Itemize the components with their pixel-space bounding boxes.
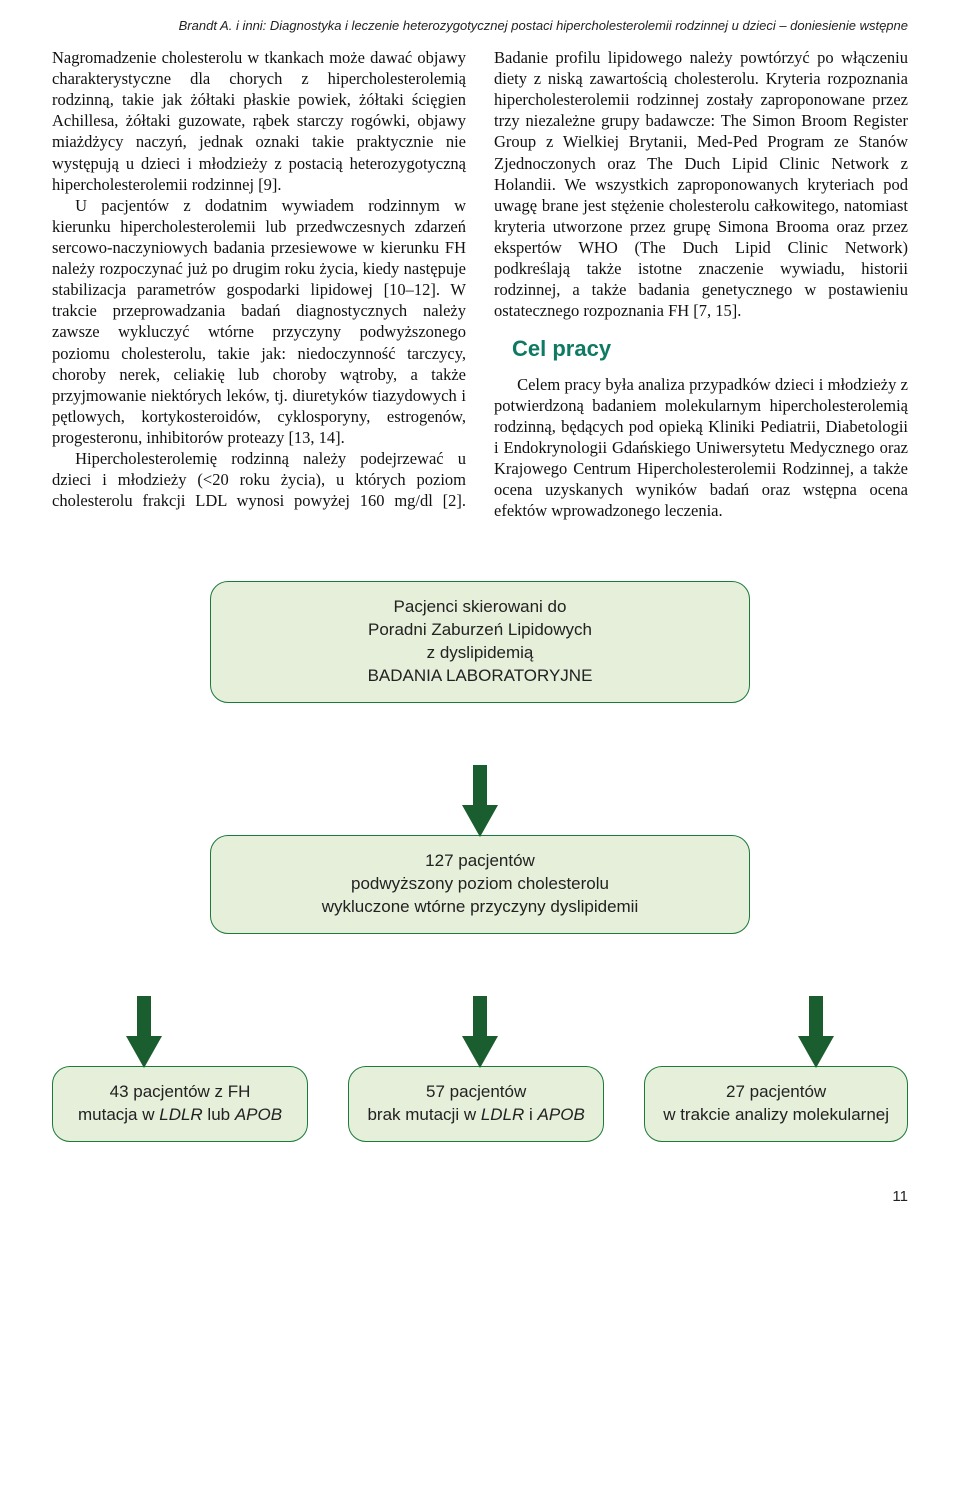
- section-title-cel-pracy: Cel pracy: [512, 335, 908, 363]
- arrow-down-icon: [798, 1036, 834, 1068]
- flow-leaf1-l2d: APOB: [235, 1105, 282, 1124]
- flow-leaf1-l2b: LDLR: [159, 1105, 202, 1124]
- flow-node-mid: 127 pacjentów podwyższony poziom cholest…: [210, 835, 750, 934]
- flow-leaf2-l2a: brak mutacji w: [367, 1105, 480, 1124]
- flow-mid-l3: wykluczone wtórne przyczyny dyslipidemii: [245, 896, 715, 919]
- para-2: U pacjentów z dodatnim wywiadem rodzinny…: [52, 195, 466, 448]
- flowchart: Pacjenci skierowani do Poradni Zaburzeń …: [52, 581, 908, 1141]
- flow-node-leaf-1: 43 pacjentów z FH mutacja w LDLR lub APO…: [52, 1066, 308, 1142]
- page-number: 11: [52, 1188, 908, 1205]
- flow-top-l1: Pacjenci skierowani do: [245, 596, 715, 619]
- para-1: Nagromadzenie cholesterolu w tkankach mo…: [52, 47, 466, 195]
- flow-leaf1-l1: 43 pacjentów z FH: [71, 1081, 289, 1104]
- flow-leaf2-l2c: i: [524, 1105, 537, 1124]
- body-columns: Nagromadzenie cholesterolu w tkankach mo…: [52, 47, 908, 521]
- flow-top-l2: Poradni Zaburzeń Lipidowych: [245, 619, 715, 642]
- arrow-down-icon: [126, 1036, 162, 1068]
- flow-node-top: Pacjenci skierowani do Poradni Zaburzeń …: [210, 581, 750, 703]
- flow-leaf3-l1: 27 pacjentów: [663, 1081, 889, 1104]
- flow-leaf2-l2d: APOB: [538, 1105, 585, 1124]
- para-3b: należy powtórzyć po włączeniu diety z ni…: [494, 48, 908, 320]
- flow-leaf1-l2c: lub: [203, 1105, 235, 1124]
- flow-leaf3-l2: w trakcie analizy molekularnej: [663, 1104, 889, 1127]
- flow-node-leaf-2: 57 pacjentów brak mutacji w LDLR i APOB: [348, 1066, 604, 1142]
- running-head: Brandt A. i inni: Diagnostyka i leczenie…: [52, 18, 908, 33]
- flow-node-leaf-3: 27 pacjentów w trakcie analizy molekular…: [644, 1066, 908, 1142]
- arrow-down-icon: [462, 1036, 498, 1068]
- flow-top-l4: BADANIA LABORATORYJNE: [245, 665, 715, 688]
- flow-leaf2-l1: 57 pacjentów: [367, 1081, 585, 1104]
- flow-mid-l1: 127 pacjentów: [245, 850, 715, 873]
- flow-leaf1-l2a: mutacja w: [78, 1105, 159, 1124]
- flow-leaf2-l2b: LDLR: [481, 1105, 524, 1124]
- flow-mid-l2: podwyższony poziom cholesterolu: [245, 873, 715, 896]
- flow-top-l3: z dyslipidemią: [245, 642, 715, 665]
- para-cel: Celem pracy była analiza przypadków dzie…: [494, 374, 908, 522]
- arrow-down-icon: [462, 805, 498, 837]
